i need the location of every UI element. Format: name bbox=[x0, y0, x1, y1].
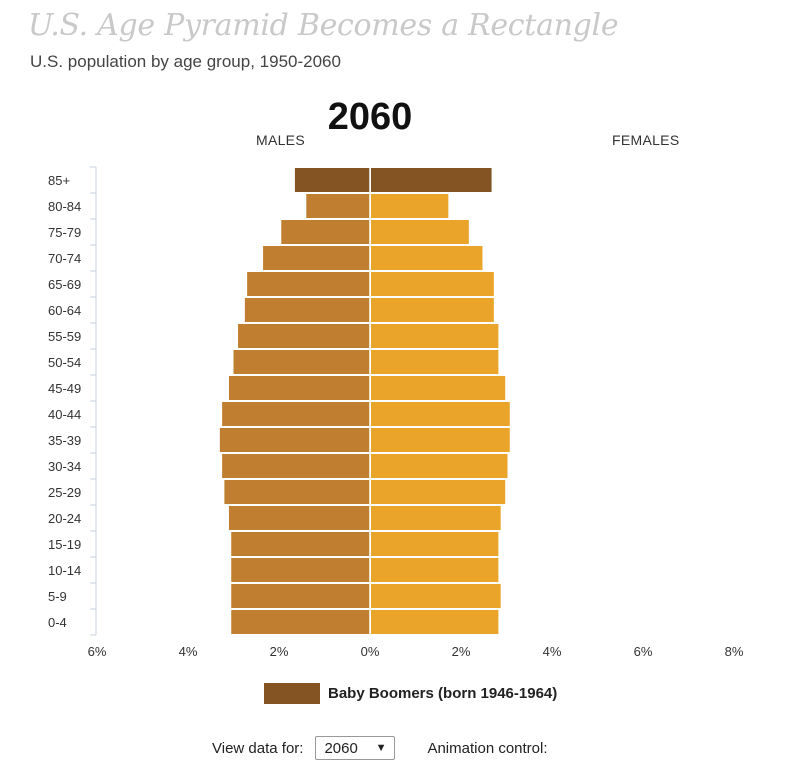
male-bar bbox=[222, 454, 370, 478]
male-bar bbox=[228, 376, 370, 400]
y-tick-label: 0-4 bbox=[48, 615, 67, 630]
male-bar bbox=[294, 168, 370, 192]
males-label: MALES bbox=[256, 132, 305, 148]
male-bar bbox=[224, 480, 370, 504]
male-bar bbox=[263, 246, 370, 270]
chart-subtitle: U.S. population by age group, 1950-2060 bbox=[30, 52, 341, 71]
y-tick-label: 10-14 bbox=[48, 563, 81, 578]
y-tick-label: 70-74 bbox=[48, 251, 81, 266]
female-bar bbox=[371, 298, 494, 322]
male-bar bbox=[228, 506, 370, 530]
legend-label: Baby Boomers (born 1946-1964) bbox=[328, 685, 558, 702]
female-bar bbox=[371, 350, 499, 374]
male-bar bbox=[219, 428, 370, 452]
x-tick-label: 2% bbox=[452, 644, 471, 659]
y-tick-label: 80-84 bbox=[48, 199, 81, 214]
female-bar bbox=[371, 324, 499, 348]
y-tick-label: 40-44 bbox=[48, 407, 81, 422]
female-bar bbox=[371, 532, 499, 556]
female-bar bbox=[371, 246, 483, 270]
y-tick-label: 60-64 bbox=[48, 303, 81, 318]
male-bar bbox=[281, 220, 370, 244]
year-select-value: 2060 bbox=[324, 739, 358, 757]
x-tick-label: 4% bbox=[179, 644, 198, 659]
female-bar bbox=[371, 454, 508, 478]
y-tick-label: 25-29 bbox=[48, 485, 81, 500]
male-bar bbox=[231, 584, 370, 608]
y-tick-label: 45-49 bbox=[48, 381, 81, 396]
y-tick-label: 30-34 bbox=[48, 459, 81, 474]
year-label: 2060 bbox=[327, 96, 413, 138]
x-tick-label: 6% bbox=[88, 644, 107, 659]
male-bar bbox=[222, 402, 370, 426]
females-label: FEMALES bbox=[612, 132, 680, 148]
male-bar bbox=[306, 194, 370, 218]
legend-swatch bbox=[264, 683, 320, 704]
female-bar bbox=[371, 610, 499, 634]
y-tick-label: 50-54 bbox=[48, 355, 81, 370]
y-tick-label: 85+ bbox=[48, 173, 70, 188]
y-tick-label: 5-9 bbox=[48, 589, 67, 604]
male-bar bbox=[233, 350, 370, 374]
female-bar bbox=[371, 194, 449, 218]
female-bar bbox=[371, 428, 510, 452]
caret-down-icon: ▼ bbox=[375, 742, 387, 754]
x-tick-label: 2% bbox=[270, 644, 289, 659]
y-tick-label: 35-39 bbox=[48, 433, 81, 448]
male-bar bbox=[231, 558, 370, 582]
y-tick-label: 15-19 bbox=[48, 537, 81, 552]
female-bar bbox=[371, 168, 492, 192]
y-tick-label: 65-69 bbox=[48, 277, 81, 292]
y-tick-label: 55-59 bbox=[48, 329, 81, 344]
female-bar bbox=[371, 272, 494, 296]
female-bar bbox=[371, 558, 499, 582]
chart-title: U.S. Age Pyramid Becomes a Rectangle bbox=[28, 8, 619, 43]
x-tick-label: 8% bbox=[725, 644, 744, 659]
legend: Baby Boomers (born 1946-1964) bbox=[264, 683, 557, 704]
controls-bar: View data for: 2060 ▼ Animation control: bbox=[212, 736, 548, 760]
female-bar bbox=[371, 584, 501, 608]
female-bar bbox=[371, 376, 506, 400]
y-tick-label: 75-79 bbox=[48, 225, 81, 240]
female-bar bbox=[371, 506, 501, 530]
age-pyramid-chart: 85+ 80-84 75-79 70-74 65-69 60-64 55-59 50-54 45… bbox=[48, 166, 744, 659]
male-bar bbox=[231, 610, 370, 634]
x-tick-label: 4% bbox=[543, 644, 562, 659]
female-bar bbox=[371, 220, 469, 244]
female-bar bbox=[371, 402, 510, 426]
male-bar bbox=[244, 298, 370, 322]
animation-control-label: Animation control: bbox=[427, 739, 548, 757]
x-tick-label: 0% bbox=[361, 644, 380, 659]
male-bar bbox=[238, 324, 370, 348]
male-bar bbox=[231, 532, 370, 556]
year-select[interactable]: 2060 ▼ bbox=[315, 736, 396, 760]
male-bar bbox=[247, 272, 370, 296]
female-bar bbox=[371, 480, 506, 504]
x-tick-label: 6% bbox=[634, 644, 653, 659]
y-tick-label: 20-24 bbox=[48, 511, 81, 526]
view-data-label: View data for: bbox=[212, 739, 304, 757]
